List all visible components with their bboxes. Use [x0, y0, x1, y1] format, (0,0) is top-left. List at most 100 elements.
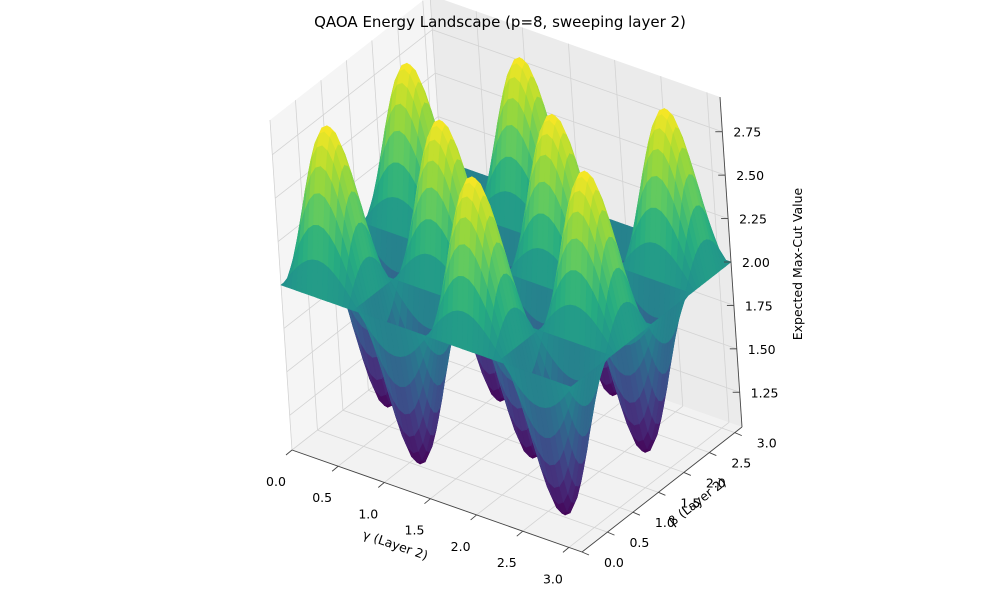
surface-patch — [530, 282, 538, 322]
gridline-z-left — [272, 29, 433, 156]
y-axis-line — [581, 426, 743, 553]
y-tick-label: 1.5 — [680, 495, 700, 510]
z-tick-label: 1.25 — [751, 385, 779, 400]
y-tick-mark — [581, 551, 590, 556]
surface-patch — [429, 254, 436, 295]
surface-patch — [531, 247, 539, 285]
x-tick-label: 1.5 — [405, 523, 425, 538]
x-tick-mark — [331, 465, 339, 472]
z-tick-label: 2.00 — [742, 255, 770, 270]
surface-patch — [429, 219, 437, 259]
surface-patch — [462, 275, 470, 315]
surface-patch — [509, 192, 516, 232]
z-tick-label: 2.25 — [739, 212, 767, 227]
x-tick-label: 0.5 — [312, 490, 332, 505]
surface-patch — [537, 213, 544, 250]
x-tick-mark — [378, 482, 385, 488]
surface-patch — [317, 224, 325, 264]
surface-patch — [654, 207, 662, 247]
surface-patch — [419, 253, 426, 291]
x-tick-label: 1.0 — [358, 506, 378, 521]
surface-patch — [574, 305, 581, 346]
surface-patch — [424, 253, 431, 293]
surface-patch — [418, 287, 425, 327]
y-tick-mark — [632, 511, 641, 516]
x-tick-label: 3.0 — [543, 571, 563, 586]
surface-patch — [316, 260, 324, 301]
surface-patch — [574, 270, 582, 310]
surface-patch — [563, 338, 570, 378]
gridline-z-back — [432, 29, 723, 133]
surface-patch — [423, 289, 431, 330]
x-tick-mark — [516, 530, 524, 537]
surface-patch — [643, 276, 650, 316]
tick-marks — [285, 131, 742, 556]
surface-patch — [306, 259, 314, 297]
z-axis-label: Expected Max-Cut Value — [790, 187, 805, 340]
x-tick-label: 2.0 — [451, 539, 471, 554]
z-tick-label: 2.75 — [733, 125, 761, 140]
surface-patch — [536, 283, 543, 324]
surface-patch — [451, 310, 459, 348]
surface-patch — [504, 156, 512, 193]
y-tick-label: 1.0 — [655, 515, 675, 530]
y-tick-label: 2.0 — [706, 475, 726, 490]
surface-patch — [504, 191, 511, 230]
x-tick-mark — [562, 547, 570, 553]
gridline-y-floor — [342, 409, 634, 513]
x-tick-label: 0.0 — [266, 474, 286, 489]
z-tick-label: 1.75 — [745, 298, 773, 313]
x-tick-mark — [470, 514, 477, 521]
y-tick-label: 2.5 — [731, 456, 751, 471]
x-tick-mark — [285, 449, 293, 456]
surface-patch — [509, 156, 517, 196]
x-axis-line — [291, 449, 583, 553]
surface-patch — [391, 232, 398, 273]
y-tick-label: 0.0 — [604, 555, 624, 570]
z-tick-label: 1.50 — [748, 342, 776, 357]
surface-mesh — [280, 57, 732, 516]
surface-patch — [392, 162, 399, 199]
surface-patch — [311, 259, 319, 299]
gridline-y-floor — [317, 429, 608, 533]
surface-patch — [573, 342, 581, 382]
y-tick-mark — [683, 472, 692, 476]
y-tick-mark — [734, 432, 742, 437]
surface-patch — [653, 280, 661, 319]
surface-patch — [536, 247, 544, 287]
surface-patch — [649, 207, 657, 244]
y-tick-mark — [709, 452, 717, 456]
surface-patch — [457, 275, 464, 313]
chart-title: QAOA Energy Landscape (p=8, sweeping lay… — [314, 13, 686, 31]
surface-patch — [644, 242, 651, 280]
z-tick-label: 2.50 — [736, 168, 764, 183]
surface-patch — [396, 197, 404, 238]
surface-patch — [397, 162, 405, 202]
surface-patch — [654, 243, 661, 283]
x-tick-mark — [424, 498, 431, 505]
surface-patch — [541, 248, 549, 289]
y-tick-label: 3.0 — [757, 436, 777, 451]
surface-patch — [649, 242, 656, 281]
y-tick-mark — [607, 531, 615, 536]
surface-patch — [569, 270, 577, 307]
x-tick-label: 2.5 — [497, 555, 517, 570]
surface-patch — [542, 213, 550, 253]
y-tick-mark — [658, 491, 666, 496]
surface-patch — [499, 191, 506, 229]
gridline-x-floor — [568, 422, 730, 548]
surface-patch — [391, 196, 399, 236]
surface-patch — [312, 224, 319, 262]
y-tick-label: 0.5 — [629, 535, 649, 550]
surface-patch — [424, 219, 432, 256]
surface-patch — [461, 311, 469, 352]
surface-patch — [568, 340, 576, 381]
surface-patch — [569, 304, 576, 344]
surface-patch — [385, 231, 393, 271]
surface-patch — [565, 384, 575, 392]
surface-patch — [386, 196, 394, 234]
surface-patch — [648, 278, 656, 318]
surface-patch — [456, 310, 464, 350]
